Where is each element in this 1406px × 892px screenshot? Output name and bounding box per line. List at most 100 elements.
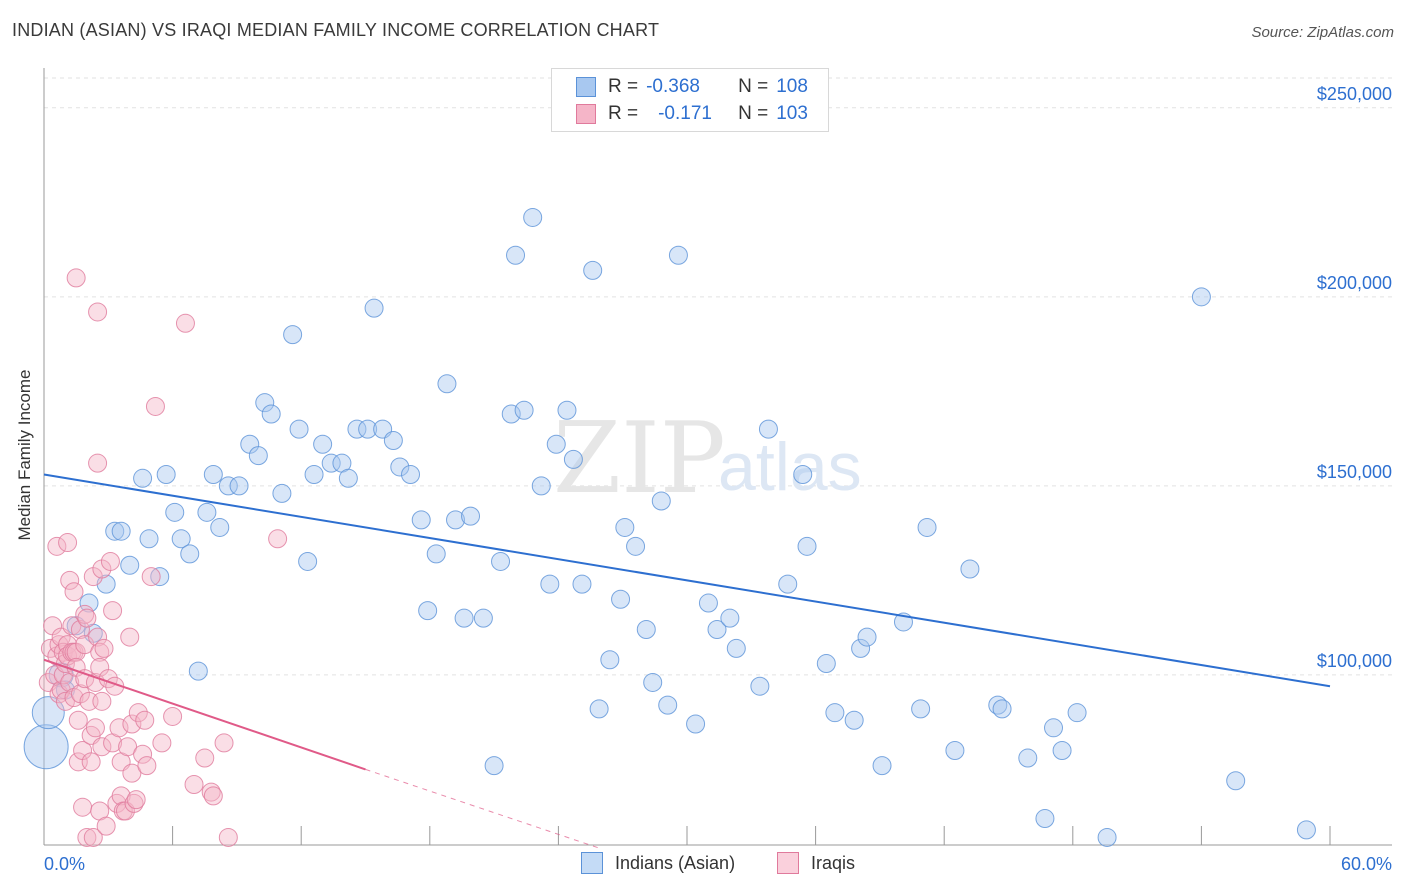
point-iraqis bbox=[145, 396, 165, 416]
point-iraqis bbox=[64, 582, 84, 602]
legend-n-label: N = bbox=[738, 103, 769, 124]
point-indians bbox=[347, 419, 367, 439]
point-indians bbox=[698, 593, 718, 613]
legend-row-iraqis: R = -0.171 N = 103 bbox=[576, 102, 808, 126]
point-indians bbox=[911, 699, 931, 719]
point-iraqis bbox=[81, 752, 101, 772]
point-iraqis bbox=[218, 827, 238, 847]
point-iraqis bbox=[73, 797, 93, 817]
point-indians bbox=[1067, 703, 1087, 723]
point-indians bbox=[139, 529, 159, 549]
point-indians bbox=[171, 529, 191, 549]
point-indians bbox=[1191, 287, 1211, 307]
point-indians bbox=[1097, 827, 1117, 847]
point-iraqis bbox=[122, 714, 142, 734]
legend-swatch-indians bbox=[581, 852, 603, 874]
point-iraqis bbox=[184, 775, 204, 795]
point-indians bbox=[668, 245, 688, 265]
point-indians bbox=[825, 703, 845, 723]
point-indians bbox=[726, 638, 746, 658]
point-iraqis bbox=[214, 733, 234, 753]
point-indians bbox=[180, 544, 200, 564]
point-iraqis bbox=[88, 302, 108, 322]
point-indians bbox=[643, 672, 663, 692]
point-indians bbox=[707, 620, 727, 640]
point-indians bbox=[960, 559, 980, 579]
point-indians bbox=[531, 476, 551, 496]
point-indians bbox=[218, 476, 238, 496]
point-iraqis bbox=[88, 453, 108, 473]
point-indians bbox=[461, 506, 481, 526]
point-indians bbox=[261, 404, 281, 424]
legend-item-iraqis: Iraqis bbox=[777, 852, 855, 874]
point-indians bbox=[506, 245, 526, 265]
legend-swatch-iraqis bbox=[777, 852, 799, 874]
point-iraqis bbox=[141, 567, 161, 587]
point-indians bbox=[484, 756, 504, 776]
point-iraqis bbox=[163, 706, 183, 726]
point-indians bbox=[454, 608, 474, 628]
point-indians bbox=[31, 696, 65, 730]
point-indians bbox=[272, 483, 292, 503]
point-indians bbox=[418, 601, 438, 621]
point-indians bbox=[686, 714, 706, 734]
y-tick-label: $200,000 bbox=[1317, 273, 1392, 293]
point-iraqis bbox=[122, 763, 142, 783]
point-indians bbox=[514, 400, 534, 420]
point-indians bbox=[120, 555, 140, 575]
point-iraqis bbox=[126, 790, 146, 810]
point-indians bbox=[111, 521, 131, 541]
point-indians bbox=[390, 457, 410, 477]
point-indians bbox=[872, 756, 892, 776]
point-indians bbox=[626, 536, 646, 556]
point-iraqis bbox=[203, 786, 223, 806]
point-indians bbox=[557, 400, 577, 420]
trend-line-iraqis-extension bbox=[365, 768, 602, 850]
y-tick-label: $150,000 bbox=[1317, 462, 1392, 482]
y-tick-label: $250,000 bbox=[1317, 84, 1392, 104]
point-indians bbox=[156, 465, 176, 485]
point-indians bbox=[313, 434, 333, 454]
correlation-legend: R = -0.368 N = 108 R = -0.171 N = 103 bbox=[551, 68, 829, 132]
point-iraqis bbox=[92, 737, 112, 757]
trend-line-indians bbox=[43, 473, 1331, 688]
legend-r-label: R = bbox=[608, 103, 639, 124]
point-indians bbox=[589, 699, 609, 719]
y-tick-label: $100,000 bbox=[1317, 651, 1392, 671]
point-indians bbox=[992, 699, 1012, 719]
point-iraqis bbox=[94, 638, 114, 658]
point-iraqis bbox=[66, 268, 86, 288]
blue-swatch bbox=[576, 77, 596, 97]
point-indians bbox=[210, 517, 230, 537]
point-indians bbox=[383, 430, 403, 450]
point-indians bbox=[793, 465, 813, 485]
chart-title: INDIAN (ASIAN) VS IRAQI MEDIAN FAMILY IN… bbox=[12, 20, 660, 40]
point-indians bbox=[255, 393, 275, 413]
point-indians bbox=[283, 325, 303, 345]
pink-swatch bbox=[576, 104, 596, 124]
point-indians bbox=[945, 740, 965, 760]
point-indians bbox=[1018, 748, 1038, 768]
point-indians bbox=[298, 551, 318, 571]
point-indians bbox=[304, 465, 324, 485]
point-iraqis bbox=[83, 827, 103, 847]
point-iraqis bbox=[137, 756, 157, 776]
point-iraqis bbox=[92, 691, 112, 711]
point-indians bbox=[778, 574, 798, 594]
point-indians bbox=[1296, 820, 1316, 840]
point-iraqis bbox=[70, 620, 90, 640]
source-note: Source: ZipAtlas.com bbox=[1251, 24, 1394, 41]
point-indians bbox=[750, 676, 770, 696]
point-indians bbox=[491, 551, 511, 571]
point-iraqis bbox=[152, 733, 172, 753]
point-indians bbox=[611, 589, 631, 609]
point-indians bbox=[248, 446, 268, 466]
point-iraqis bbox=[88, 627, 108, 647]
point-iraqis bbox=[268, 529, 288, 549]
point-indians bbox=[501, 404, 521, 424]
x-tick-label: 0.0% bbox=[44, 854, 85, 874]
point-indians bbox=[615, 517, 635, 537]
point-indians bbox=[816, 654, 836, 674]
point-indians bbox=[321, 453, 341, 473]
